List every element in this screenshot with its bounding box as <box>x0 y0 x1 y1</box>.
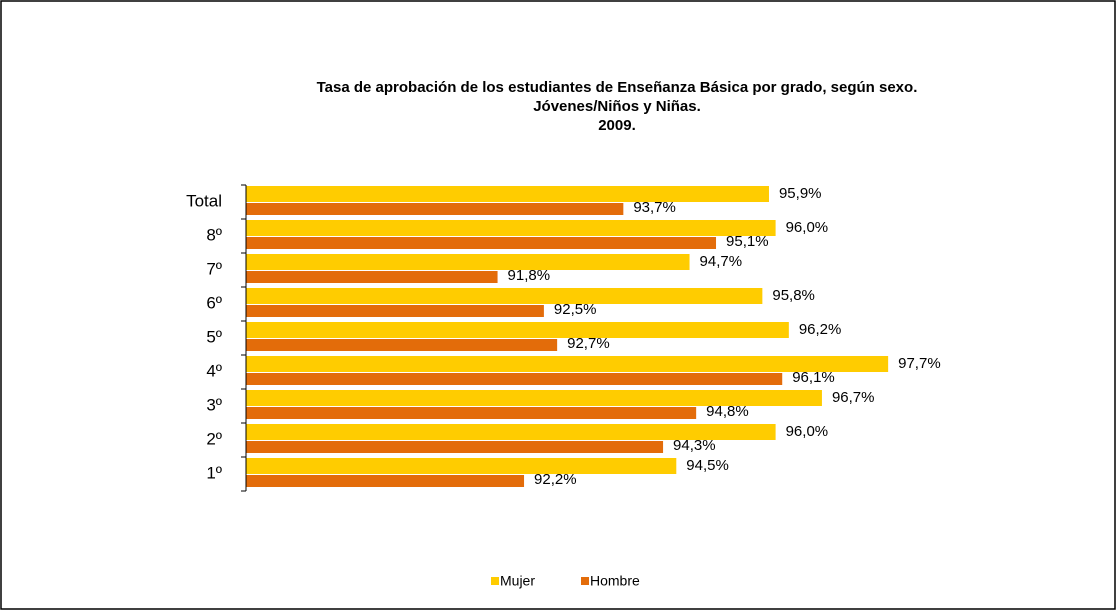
legend-swatch <box>491 577 499 585</box>
bar <box>246 203 624 215</box>
data-label: 94,7% <box>700 253 743 270</box>
data-label: 94,5% <box>686 457 729 474</box>
y-tick-label: 2º <box>206 429 222 448</box>
chart-title: Tasa de aprobación de los estudiantes de… <box>317 79 918 96</box>
chart-subtitle: 2009. <box>598 117 636 134</box>
data-label: 95,8% <box>772 287 815 304</box>
bar <box>246 458 677 474</box>
data-label: 92,7% <box>567 335 610 352</box>
bar <box>246 271 498 283</box>
data-label: 96,1% <box>792 369 835 386</box>
bar <box>246 237 717 249</box>
data-label: 95,1% <box>726 233 769 250</box>
bar <box>246 186 769 202</box>
legend-label: Mujer <box>500 573 535 589</box>
y-tick-label: Total <box>186 191 222 210</box>
data-label: 96,7% <box>832 389 875 406</box>
bar <box>246 390 822 406</box>
data-label: 96,0% <box>786 423 829 440</box>
bar <box>246 305 544 317</box>
data-label: 97,7% <box>898 355 941 372</box>
bar <box>246 220 776 236</box>
bar <box>246 424 776 440</box>
bar <box>246 254 690 270</box>
y-tick-label: 8º <box>206 225 222 244</box>
bar <box>246 356 889 372</box>
legend-label: Hombre <box>590 573 640 589</box>
data-label: 96,2% <box>799 321 842 338</box>
data-label: 92,5% <box>554 301 597 318</box>
y-tick-label: 3º <box>206 395 222 414</box>
data-label: 94,3% <box>673 437 716 454</box>
data-label: 96,0% <box>786 219 829 236</box>
legend-swatch <box>581 577 589 585</box>
y-tick-label: 1º <box>206 463 222 482</box>
bar <box>246 373 783 385</box>
y-tick-label: 6º <box>206 293 222 312</box>
data-label: 91,8% <box>508 267 551 284</box>
chart-subtitle: Jóvenes/Niños y Niñas. <box>533 98 701 115</box>
data-label: 94,8% <box>706 403 749 420</box>
data-label: 95,9% <box>779 185 822 202</box>
y-tick-label: 7º <box>206 259 222 278</box>
bar <box>246 441 664 453</box>
bar <box>246 322 789 338</box>
bar <box>246 475 525 487</box>
bar <box>246 288 763 304</box>
bar <box>246 339 558 351</box>
y-tick-label: 4º <box>206 361 222 380</box>
data-label: 92,2% <box>534 471 577 488</box>
y-tick-label: 5º <box>206 327 222 346</box>
data-label: 93,7% <box>633 199 676 216</box>
bar <box>246 407 697 419</box>
